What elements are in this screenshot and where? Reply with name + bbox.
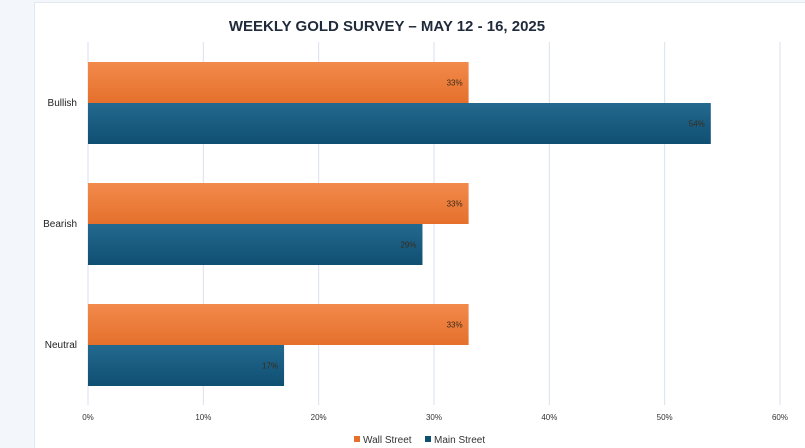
x-tick-label: 40% (541, 413, 557, 422)
category-label: Bearish (43, 219, 77, 230)
category-label: Bullish (48, 98, 77, 109)
data-label: 17% (262, 362, 278, 371)
data-label: 33% (447, 321, 463, 330)
data-labels: 33% 33% 33% 54% 29% 17% (262, 79, 705, 371)
legend-swatch-wall-street (354, 436, 360, 442)
x-tick-label: 50% (657, 413, 673, 422)
wall-street-bar (88, 304, 469, 345)
x-tick-label: 0% (82, 413, 94, 422)
wall-street-bar (88, 183, 469, 224)
data-label: 33% (447, 79, 463, 88)
data-label: 54% (689, 120, 705, 129)
x-tick-label: 60% (772, 413, 788, 422)
legend-label-wall-street: Wall Street (363, 435, 412, 446)
legend: Wall Street Main Street (354, 435, 485, 446)
data-label: 29% (400, 241, 416, 250)
wall-street-bar (88, 62, 469, 103)
bars (88, 62, 711, 386)
category-axis: Bullish Bearish Neutral (43, 98, 77, 351)
x-tick-label: 30% (426, 413, 442, 422)
data-label: 33% (447, 200, 463, 209)
x-tick-label: 20% (311, 413, 327, 422)
chart-title: WEEKLY GOLD SURVEY – MAY 12 - 16, 2025 (229, 18, 545, 35)
x-axis-ticks: 0% 10% 20% 30% 40% 50% 60% (82, 413, 788, 422)
x-tick-label: 10% (195, 413, 211, 422)
legend-swatch-main-street (425, 436, 431, 442)
legend-label-main-street: Main Street (434, 435, 485, 446)
category-label: Neutral (45, 340, 77, 351)
main-street-bar (88, 345, 285, 386)
main-street-bar (88, 103, 711, 144)
main-street-bar (88, 224, 423, 265)
